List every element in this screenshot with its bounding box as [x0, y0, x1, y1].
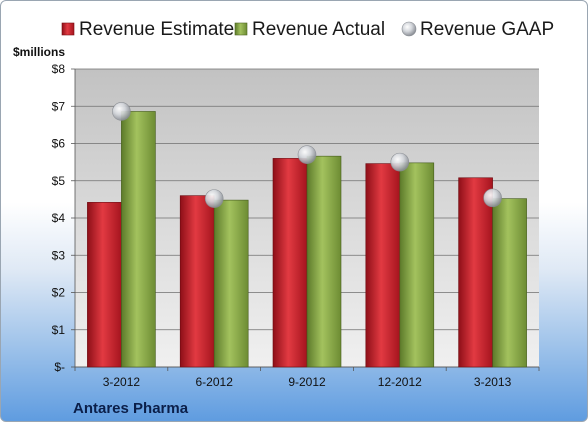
- bar-revenue-estimate: [365, 163, 401, 368]
- y-tick-label: $-: [54, 360, 65, 374]
- y-axis-unit-label: $millions: [13, 45, 65, 59]
- legend-swatch-estimate: [61, 22, 75, 36]
- y-tick-label: $5: [52, 174, 66, 188]
- bar-revenue-estimate: [179, 195, 215, 368]
- bar-revenue-actual: [306, 155, 342, 368]
- y-tick-label: $7: [52, 99, 66, 113]
- marker-revenue-gaap: [297, 145, 317, 164]
- bar-revenue-estimate: [87, 202, 122, 368]
- bar-revenue-actual: [399, 162, 435, 368]
- marker-revenue-gaap: [204, 189, 224, 208]
- y-tick-label: $6: [52, 137, 66, 151]
- x-axis-ticks: 3-2012 6-2012 9-2012 12-2012 3-2013: [74, 367, 540, 389]
- x-tick-label: 3-2012: [103, 375, 141, 389]
- legend: Revenue Estimate Revenue Actual Revenue …: [61, 19, 554, 40]
- legend-item-revenue-actual: Revenue Actual: [234, 19, 385, 40]
- gaap-markers: [112, 102, 502, 208]
- x-tick-label: 9-2012: [288, 375, 326, 389]
- y-tick-label: $4: [52, 211, 66, 225]
- bars: [87, 111, 527, 368]
- legend-label-estimate: Revenue Estimate: [79, 19, 234, 40]
- legend-item-revenue-estimate: Revenue Estimate: [61, 19, 234, 40]
- marker-revenue-gaap: [112, 102, 131, 121]
- bar-revenue-actual: [492, 198, 527, 368]
- x-tick-label: 6-2012: [196, 375, 234, 389]
- y-tick-label: $2: [52, 286, 66, 300]
- y-axis-ticks: $- $1 $2 $3 $4 $5 $6 $7 $8: [52, 62, 66, 374]
- y-tick-label: $8: [52, 62, 66, 76]
- y-tick-label: $1: [52, 323, 66, 337]
- company-name: Antares Pharma: [73, 400, 189, 417]
- x-tick-label: 12-2012: [378, 375, 422, 389]
- bar-revenue-estimate: [272, 158, 308, 368]
- y-tick-label: $3: [52, 248, 66, 262]
- marker-revenue-gaap: [390, 152, 410, 172]
- bar-revenue-actual: [213, 199, 249, 368]
- legend-label-gaap: Revenue GAAP: [420, 19, 554, 40]
- legend-item-revenue-gaap: Revenue GAAP: [401, 19, 554, 40]
- legend-swatch-gaap: [401, 21, 417, 37]
- x-tick-label: 3-2013: [474, 375, 512, 389]
- legend-label-actual: Revenue Actual: [252, 19, 385, 40]
- legend-swatch-actual: [234, 22, 248, 36]
- marker-revenue-gaap: [483, 188, 502, 208]
- bar-revenue-actual: [121, 111, 156, 368]
- bar-revenue-estimate: [458, 177, 493, 368]
